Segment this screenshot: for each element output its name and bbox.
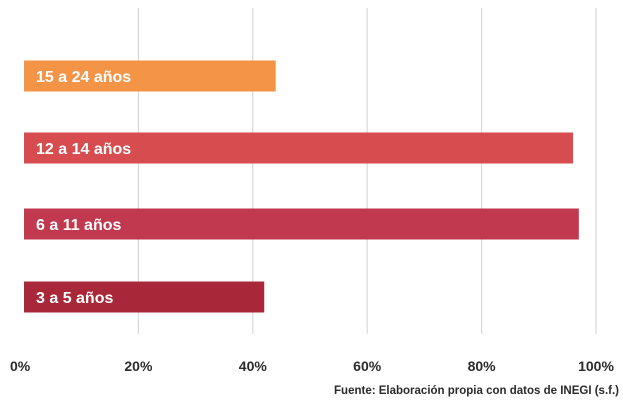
x-axis-ticks: 0% 20% 40% 60% 80% 100% [10, 358, 614, 374]
bar [24, 281, 265, 313]
x-tick-label: 20% [124, 358, 153, 374]
bar-label: 6 a 11 años [36, 217, 121, 234]
bar-labels: 15 a 24 años 12 a 14 años 6 a 11 años 3 a 5… [36, 69, 131, 307]
x-tick-label: 100% [578, 358, 614, 374]
x-tick-label: 60% [353, 358, 382, 374]
bar-label: 12 a 14 años [36, 141, 131, 158]
bars [24, 60, 579, 313]
bar-label: 3 a 5 años [36, 290, 113, 307]
x-tick-label: 80% [468, 358, 497, 374]
bar [24, 208, 579, 240]
x-tick-label: 40% [239, 358, 268, 374]
x-tick-label: 0% [10, 358, 31, 374]
bar [24, 132, 574, 164]
source-note: Fuente: Elaboración propia con datos de … [334, 385, 619, 397]
bar-label: 15 a 24 años [36, 69, 131, 86]
bar [24, 60, 276, 92]
